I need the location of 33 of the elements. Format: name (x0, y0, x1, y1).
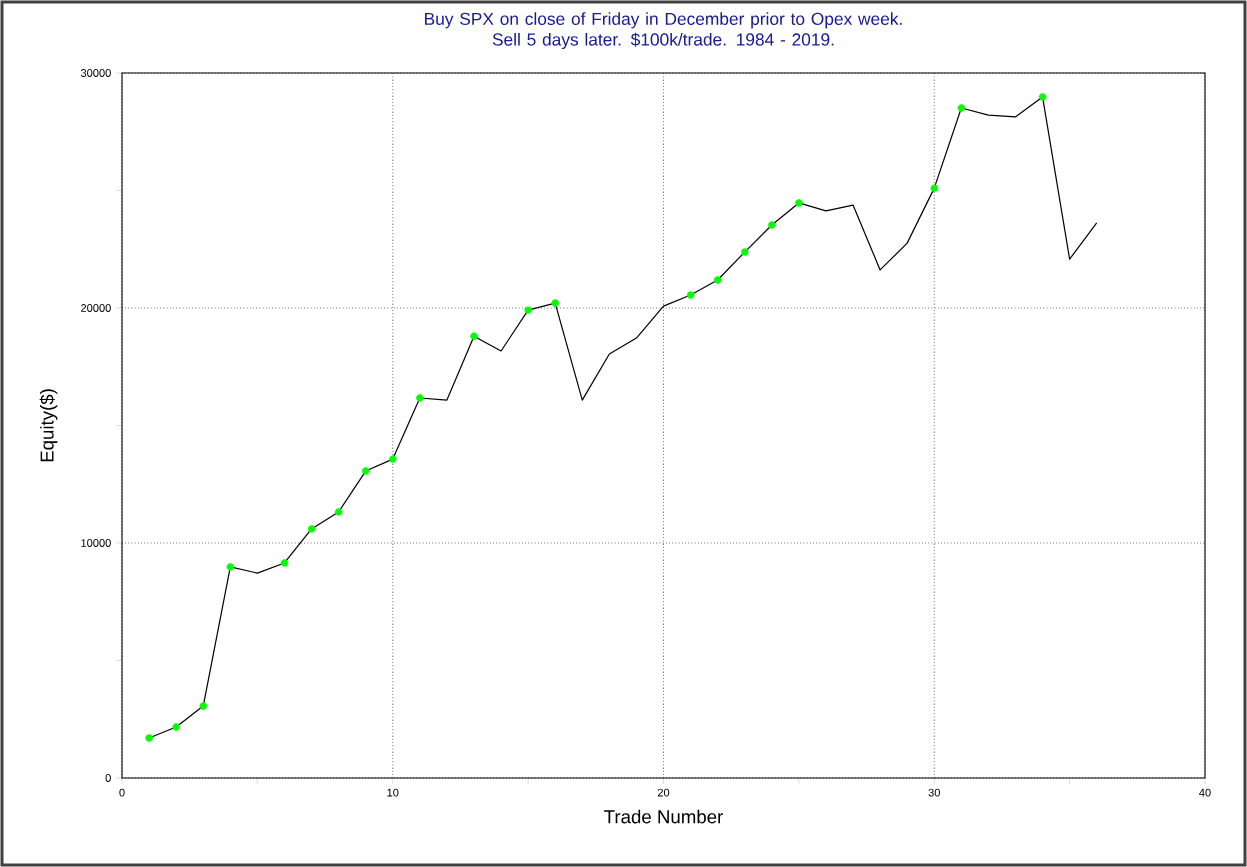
point (551, 299, 559, 307)
point (361, 467, 370, 475)
point (145, 734, 153, 742)
x-axis-title: Trade Number (604, 809, 723, 824)
x-tick-label: 30 (928, 788, 940, 797)
y-tick-label: 10000 (81, 539, 111, 547)
y-tick-label: 30000 (80, 69, 111, 77)
y-tick-label: 20000 (81, 304, 111, 312)
point (524, 306, 532, 314)
point (389, 455, 397, 463)
point (199, 702, 207, 710)
x-tick-label: 0 (119, 788, 125, 797)
point (226, 563, 235, 571)
point (768, 221, 776, 229)
point (416, 394, 424, 402)
point (795, 199, 803, 207)
y-tick-label: 0 (105, 774, 111, 782)
x-tick-label: 10 (387, 788, 399, 797)
chart-title: Buy SPX on close of Friday in December prior to Opex week. Sell 5 days later. $100k/trade. 1984 - 2019. (425, 12, 902, 50)
point (957, 104, 966, 112)
point (172, 723, 180, 731)
point (307, 525, 316, 533)
point (470, 332, 478, 340)
point (713, 276, 722, 284)
y-axis-title: Equity($) (39, 389, 58, 462)
point (280, 559, 289, 567)
point (686, 291, 695, 299)
point (1038, 93, 1047, 101)
point (740, 248, 749, 256)
x-tick-label: 40 (1199, 788, 1211, 797)
point (930, 184, 938, 192)
point (334, 508, 343, 516)
x-tick-label: 20 (657, 788, 670, 797)
